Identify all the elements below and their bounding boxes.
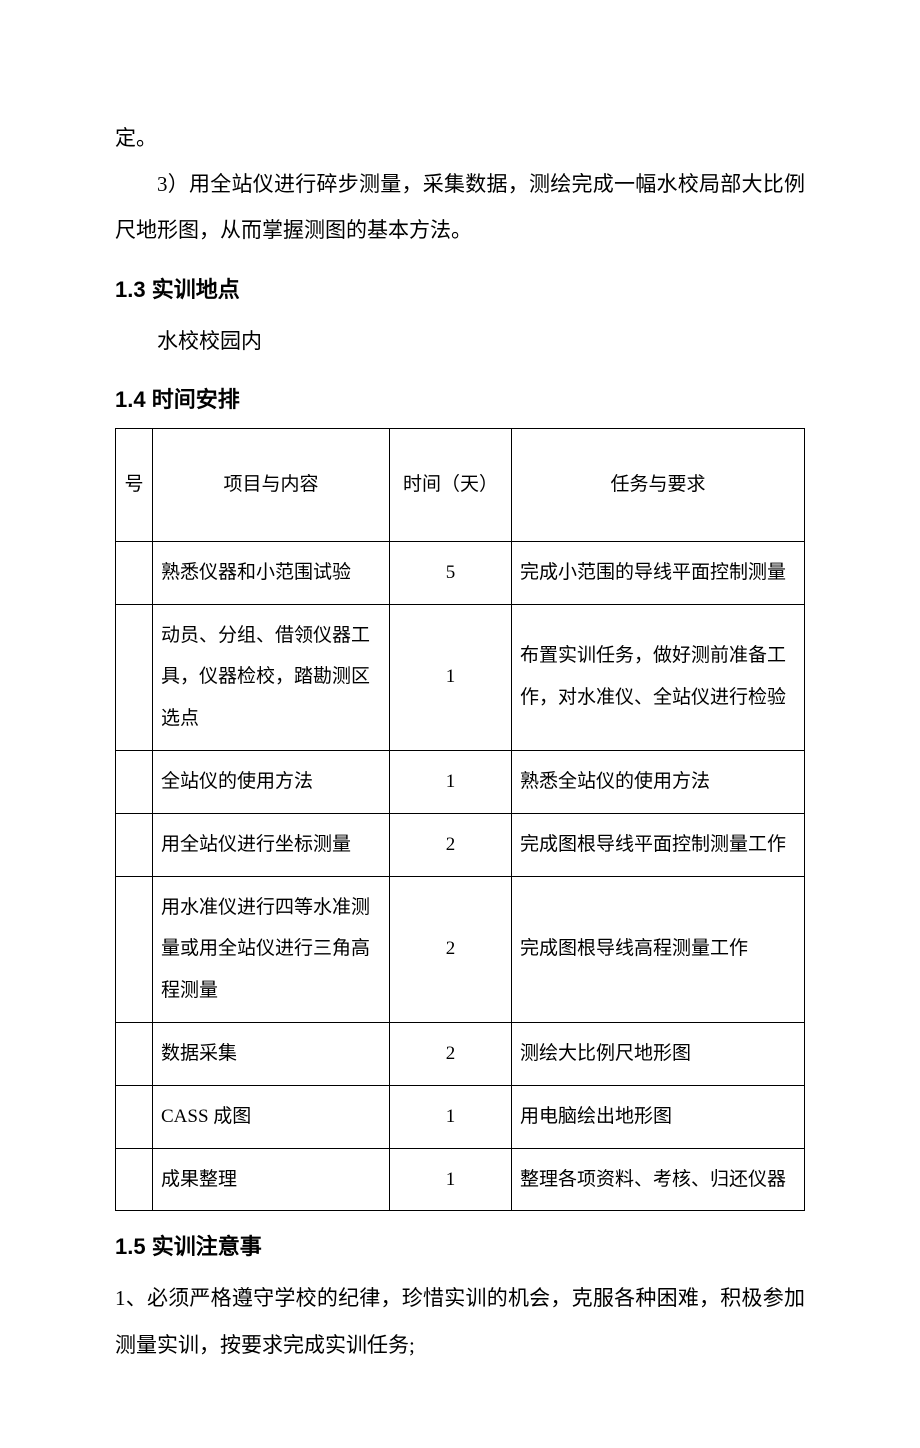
cell-content: 全站仪的使用方法 [153, 750, 390, 813]
cell-num [116, 1148, 153, 1211]
table-header-content: 项目与内容 [153, 428, 390, 541]
heading-1-5: 1.5 实训注意事 [115, 1229, 805, 1261]
table-row: 用水准仪进行四等水准测量或用全站仪进行三角高程测量 2 完成图根导线高程测量工作 [116, 876, 805, 1022]
cell-num [116, 541, 153, 604]
cell-time: 1 [390, 1148, 512, 1211]
cell-req: 布置实训任务，做好测前准备工作，对水准仪、全站仪进行检验 [512, 604, 805, 750]
cell-req: 整理各项资料、考核、归还仪器 [512, 1148, 805, 1211]
schedule-table: 号 项目与内容 时间（天） 任务与要求 熟悉仪器和小范围试验 5 完成小范围的导… [115, 428, 805, 1212]
cell-content: 数据采集 [153, 1022, 390, 1085]
cell-req: 测绘大比例尺地形图 [512, 1022, 805, 1085]
cell-num [116, 876, 153, 1022]
table-header-num: 号 [116, 428, 153, 541]
heading-1-3: 1.3 实训地点 [115, 272, 805, 304]
cell-content: 动员、分组、借领仪器工具，仪器检校，踏勘测区选点 [153, 604, 390, 750]
table-row: 成果整理 1 整理各项资料、考核、归还仪器 [116, 1148, 805, 1211]
heading-1-4: 1.4 时间安排 [115, 382, 805, 414]
cell-content: 用水准仪进行四等水准测量或用全站仪进行三角高程测量 [153, 876, 390, 1022]
cell-content-en: CASS [161, 1106, 213, 1127]
table-row: 熟悉仪器和小范围试验 5 完成小范围的导线平面控制测量 [116, 541, 805, 604]
cell-content-zh: 成图 [213, 1106, 251, 1127]
cell-num [116, 750, 153, 813]
cell-num [116, 604, 153, 750]
cell-num [116, 813, 153, 876]
table-row: 动员、分组、借领仪器工具，仪器检校，踏勘测区选点 1 布置实训任务，做好测前准备… [116, 604, 805, 750]
cell-time: 2 [390, 813, 512, 876]
intro-line-2: 3）用全站仪进行碎步测量，采集数据，测绘完成一幅水校局部大比例尺地形图，从而掌握… [115, 161, 805, 253]
intro-line-1: 定。 [115, 115, 805, 161]
cell-time: 1 [390, 1085, 512, 1148]
table-row: 数据采集 2 测绘大比例尺地形图 [116, 1022, 805, 1085]
document-page: 定。 3）用全站仪进行碎步测量，采集数据，测绘完成一幅水校局部大比例尺地形图，从… [0, 0, 920, 1448]
cell-req: 完成图根导线高程测量工作 [512, 876, 805, 1022]
cell-content: CASS 成图 [153, 1085, 390, 1148]
cell-num [116, 1022, 153, 1085]
cell-num [116, 1085, 153, 1148]
body-1-5-1: 1、必须严格遵守学校的纪律，珍惜实训的机会，克服各种困难，积极参加测量实训，按要… [115, 1275, 805, 1367]
cell-time: 2 [390, 1022, 512, 1085]
table-row: 用全站仪进行坐标测量 2 完成图根导线平面控制测量工作 [116, 813, 805, 876]
cell-req: 完成图根导线平面控制测量工作 [512, 813, 805, 876]
table-row: CASS 成图 1 用电脑绘出地形图 [116, 1085, 805, 1148]
cell-content: 成果整理 [153, 1148, 390, 1211]
cell-req: 完成小范围的导线平面控制测量 [512, 541, 805, 604]
table-header-time: 时间（天） [390, 428, 512, 541]
cell-time: 2 [390, 876, 512, 1022]
cell-time: 1 [390, 750, 512, 813]
table-row: 全站仪的使用方法 1 熟悉全站仪的使用方法 [116, 750, 805, 813]
cell-req: 熟悉全站仪的使用方法 [512, 750, 805, 813]
body-1-3: 水校校园内 [115, 318, 805, 364]
cell-time: 1 [390, 604, 512, 750]
cell-time: 5 [390, 541, 512, 604]
cell-req: 用电脑绘出地形图 [512, 1085, 805, 1148]
table-header-req: 任务与要求 [512, 428, 805, 541]
table-header-row: 号 项目与内容 时间（天） 任务与要求 [116, 428, 805, 541]
cell-content: 熟悉仪器和小范围试验 [153, 541, 390, 604]
cell-content: 用全站仪进行坐标测量 [153, 813, 390, 876]
